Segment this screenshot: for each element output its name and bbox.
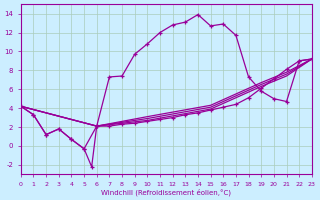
X-axis label: Windchill (Refroidissement éolien,°C): Windchill (Refroidissement éolien,°C) [101,188,231,196]
